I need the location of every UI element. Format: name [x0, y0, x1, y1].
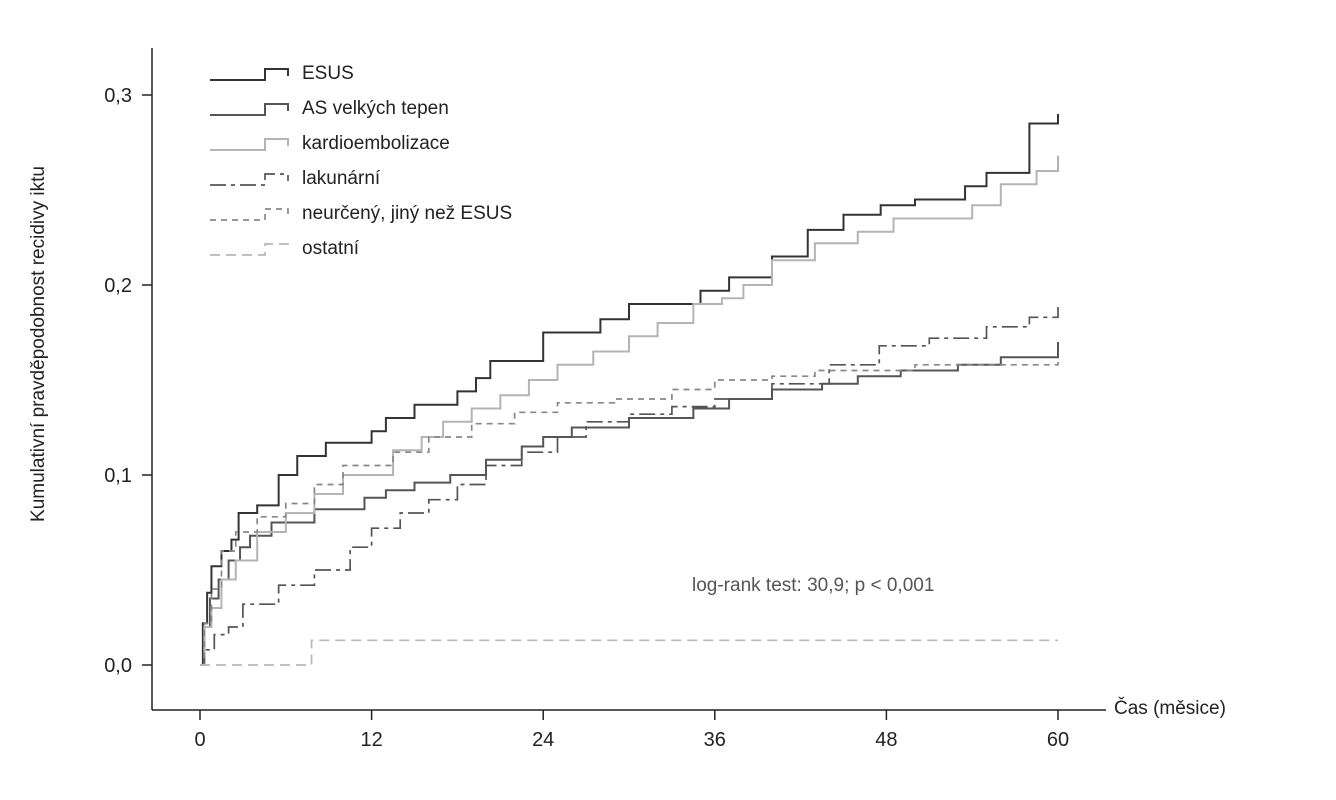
x-tick-label-36: 36 — [704, 729, 726, 751]
x-axis-title: Čas (měsice) — [1114, 697, 1226, 719]
series-line-kardioembolizace — [200, 155, 1059, 666]
series-line-neurceny-jiny-nez-esus — [200, 361, 1059, 666]
x-axis-ticks: 0 12 24 36 48 60 — [194, 710, 1069, 751]
legend-key-lakunarni — [210, 173, 289, 186]
x-tick-label-60: 60 — [1047, 729, 1069, 751]
legend-label-as-velkych-tepen: AS velkých tepen — [302, 98, 449, 119]
x-tick-label-48: 48 — [875, 729, 897, 751]
series-line-lakunarni — [200, 304, 1059, 666]
legend-key-as-velkych-tepen — [210, 103, 289, 116]
x-tick-label-24: 24 — [532, 729, 554, 751]
legend-label-neurceny-jiny-nez-esus: neurčený, jiný než ESUS — [302, 203, 512, 224]
legend-key-kardioembolizace — [210, 138, 289, 151]
legend-label-esus: ESUS — [302, 63, 354, 84]
log-rank-annotation: log-rank test: 30,9; p < 0,001 — [692, 575, 934, 596]
legend-label-kardioembolizace: kardioembolizace — [302, 133, 450, 154]
legend-key-esus — [210, 68, 289, 81]
x-tick-label-12: 12 — [360, 729, 382, 751]
x-tick-label-0: 0 — [194, 729, 205, 751]
y-axis-ticks: 0,0 0,1 0,2 0,3 — [104, 85, 152, 677]
legend: ESUS AS velkých tepen kardioembolizace laku… — [210, 63, 512, 259]
y-tick-label-3: 0,3 — [104, 85, 132, 107]
legend-label-ostatni: ostatní — [302, 238, 360, 259]
y-tick-label-0: 0,0 — [104, 655, 132, 677]
legend-label-lakunarni: lakunární — [302, 168, 381, 189]
series-line-ostatni — [200, 639, 1058, 666]
y-tick-label-2: 0,2 — [104, 275, 132, 297]
legend-key-neurceny-jiny-nez-esus — [210, 208, 289, 221]
y-tick-label-1: 0,1 — [104, 465, 132, 487]
y-axis-title: Kumulativní pravděpodobnost recidivy ikt… — [28, 166, 49, 522]
series-line-as-velkych-tepen — [200, 342, 1059, 666]
legend-key-ostatni — [210, 243, 289, 256]
series-line-esus — [200, 114, 1059, 666]
series-layer — [200, 114, 1059, 666]
